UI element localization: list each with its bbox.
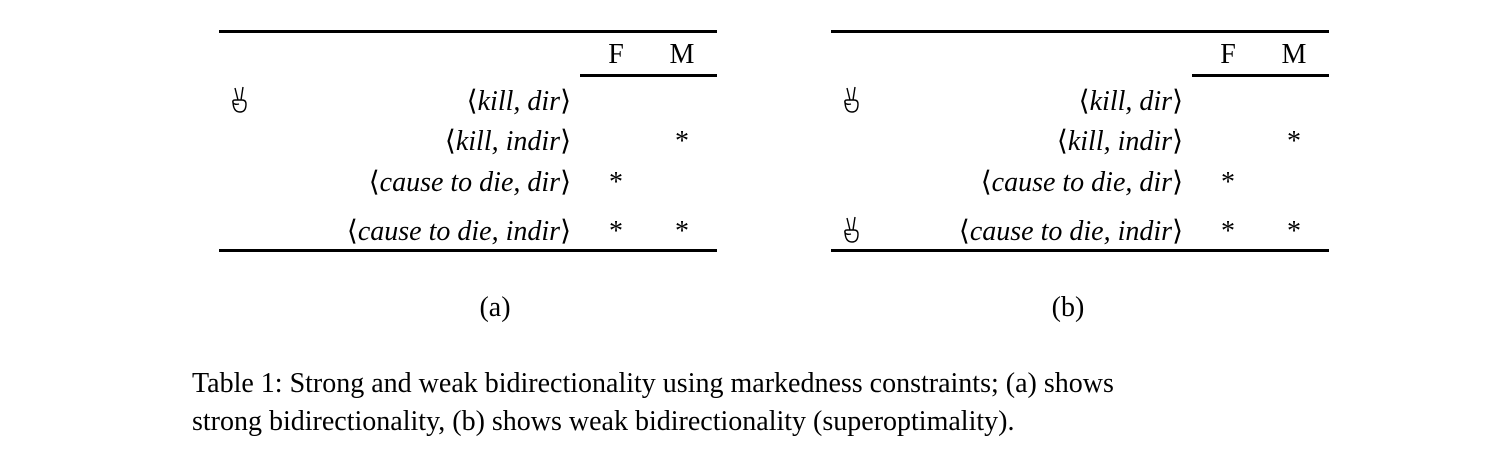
candidate-label: ⟨cause to die, indir⟩: [958, 216, 1183, 247]
candidate-row: ⟨cause to die, dir⟩ *: [219, 163, 717, 203]
candidate-row: ⟨cause to die, dir⟩ *: [831, 163, 1329, 203]
bottom-rule: [219, 249, 717, 252]
candidate-row: ⟨kill, indir⟩ *: [831, 122, 1329, 162]
victory-hand-icon: [844, 216, 859, 243]
candidate-row: ⟨kill, indir⟩ *: [219, 122, 717, 162]
candidate-label: ⟨cause to die, indir⟩: [346, 216, 571, 247]
violation-m: *: [675, 216, 689, 247]
violation-f: *: [609, 167, 623, 198]
candidate-label: ⟨cause to die, dir⟩: [980, 167, 1183, 198]
candidate-row: ⟨kill, dir⟩: [831, 82, 1329, 122]
violation-f: *: [1221, 167, 1235, 198]
header-f: F: [1220, 39, 1236, 70]
bottom-rule: [831, 249, 1329, 252]
top-rule: [219, 30, 717, 33]
subtable-label-b: (b): [1051, 292, 1085, 323]
header-m: M: [1281, 39, 1307, 70]
victory-hand-icon: [232, 86, 247, 113]
candidate-label: ⟨kill, indir⟩: [1056, 126, 1183, 157]
violation-m: *: [1287, 126, 1301, 157]
caption-line-1: Table 1: Strong and weak bidirectionalit…: [192, 368, 1114, 399]
header-f: F: [608, 39, 624, 70]
candidate-row: ⟨cause to die, indir⟩ * *: [219, 212, 717, 252]
candidate-row: ⟨kill, dir⟩: [219, 82, 717, 122]
subtable-label-a: (a): [479, 292, 511, 323]
table-caption: Table 1: Strong and weak bidirectionalit…: [192, 365, 1302, 441]
header-rule: [1192, 74, 1329, 77]
header-rule: [580, 74, 717, 77]
candidate-row: ⟨cause to die, indir⟩ * *: [831, 212, 1329, 252]
violation-m: *: [675, 126, 689, 157]
top-rule: [831, 30, 1329, 33]
header-m: M: [669, 39, 695, 70]
candidate-label: ⟨kill, indir⟩: [444, 126, 571, 157]
victory-hand-icon: [844, 86, 859, 113]
violation-m: *: [1287, 216, 1301, 247]
caption-line-2: strong bidirectionality, (b) shows weak …: [192, 406, 1015, 437]
candidate-label: ⟨cause to die, dir⟩: [368, 167, 571, 198]
candidate-label: ⟨kill, dir⟩: [466, 86, 571, 117]
violation-f: *: [609, 216, 623, 247]
candidate-label: ⟨kill, dir⟩: [1078, 86, 1183, 117]
violation-f: *: [1221, 216, 1235, 247]
